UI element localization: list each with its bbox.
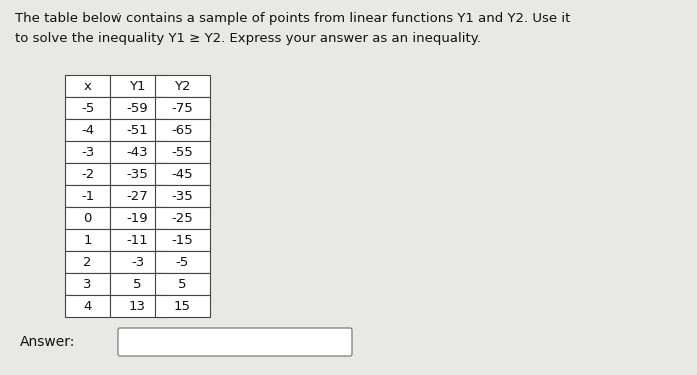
Bar xyxy=(155,75,210,97)
Bar xyxy=(110,207,165,229)
Bar xyxy=(110,185,165,207)
Bar xyxy=(65,141,110,163)
Bar xyxy=(155,229,210,251)
Text: x: x xyxy=(84,80,91,93)
Text: 4: 4 xyxy=(84,300,92,312)
Text: Y2: Y2 xyxy=(174,80,191,93)
Text: 15: 15 xyxy=(174,300,191,312)
Text: 13: 13 xyxy=(129,300,146,312)
Bar xyxy=(110,163,165,185)
Text: -51: -51 xyxy=(127,123,148,136)
Bar xyxy=(155,251,210,273)
Text: 0: 0 xyxy=(84,211,92,225)
Text: Y1: Y1 xyxy=(129,80,146,93)
Text: -75: -75 xyxy=(171,102,193,114)
Text: -25: -25 xyxy=(171,211,193,225)
Bar xyxy=(65,251,110,273)
Bar xyxy=(155,185,210,207)
Bar xyxy=(65,273,110,295)
Text: 2: 2 xyxy=(83,255,92,268)
Bar xyxy=(110,229,165,251)
Text: -15: -15 xyxy=(171,234,193,246)
Text: to solve the inequality Y1 ≥ Y2. Express your answer as an inequality.: to solve the inequality Y1 ≥ Y2. Express… xyxy=(15,32,481,45)
Text: -19: -19 xyxy=(127,211,148,225)
Bar xyxy=(155,273,210,295)
Bar xyxy=(65,97,110,119)
Text: -27: -27 xyxy=(127,189,148,202)
Text: 1: 1 xyxy=(83,234,92,246)
Text: 5: 5 xyxy=(178,278,187,291)
Text: -43: -43 xyxy=(127,146,148,159)
Text: 5: 5 xyxy=(133,278,141,291)
Text: -65: -65 xyxy=(171,123,193,136)
Text: The table beloẇ contains a sample of points from linear functions Y1 and Y2. Us: The table beloẇ contains a sample of po… xyxy=(15,12,570,25)
Bar xyxy=(155,97,210,119)
Bar xyxy=(110,141,165,163)
Bar xyxy=(110,273,165,295)
Text: -35: -35 xyxy=(171,189,193,202)
Text: -55: -55 xyxy=(171,146,193,159)
Text: -35: -35 xyxy=(127,168,148,180)
Text: -45: -45 xyxy=(171,168,193,180)
Bar xyxy=(110,251,165,273)
Text: -3: -3 xyxy=(131,255,144,268)
Text: -1: -1 xyxy=(81,189,94,202)
Bar xyxy=(65,119,110,141)
Text: Answer:: Answer: xyxy=(20,335,75,349)
Text: -5: -5 xyxy=(176,255,189,268)
Bar xyxy=(155,119,210,141)
FancyBboxPatch shape xyxy=(118,328,352,356)
Text: -11: -11 xyxy=(127,234,148,246)
Text: -2: -2 xyxy=(81,168,94,180)
Text: -5: -5 xyxy=(81,102,94,114)
Bar xyxy=(110,75,165,97)
Bar xyxy=(65,295,110,317)
Bar xyxy=(110,97,165,119)
Text: -4: -4 xyxy=(81,123,94,136)
Bar xyxy=(65,207,110,229)
Bar xyxy=(155,163,210,185)
Bar xyxy=(65,229,110,251)
Bar xyxy=(65,185,110,207)
Bar xyxy=(110,119,165,141)
Text: -3: -3 xyxy=(81,146,94,159)
Bar xyxy=(155,141,210,163)
Bar xyxy=(65,75,110,97)
Text: -59: -59 xyxy=(127,102,148,114)
Bar xyxy=(155,207,210,229)
Bar xyxy=(155,295,210,317)
Bar xyxy=(110,295,165,317)
Text: 3: 3 xyxy=(83,278,92,291)
Bar xyxy=(65,163,110,185)
